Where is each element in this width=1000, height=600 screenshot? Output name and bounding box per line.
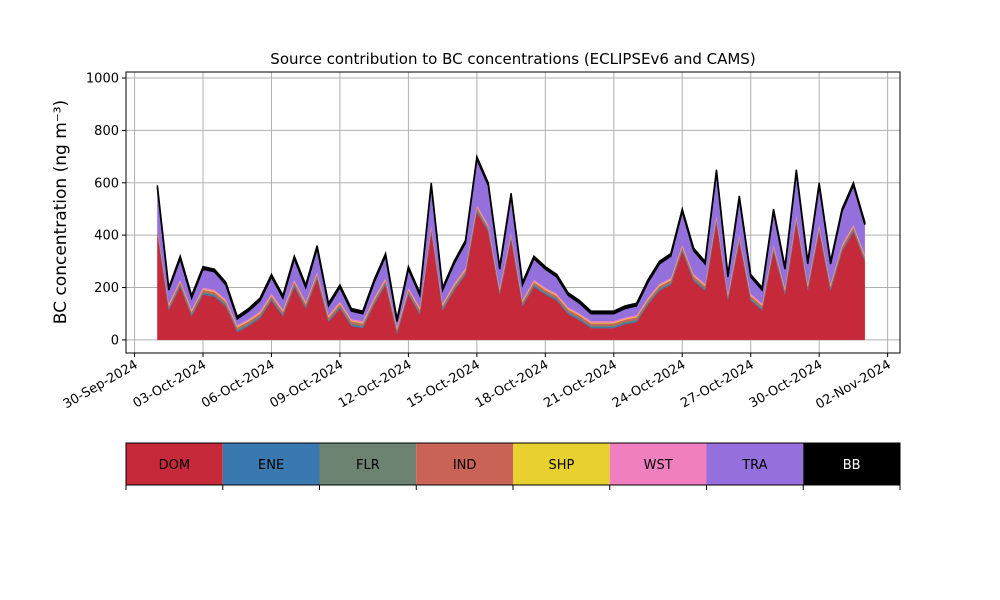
legend-label: IND (453, 458, 477, 473)
legend-label: TRA (741, 458, 767, 473)
legend-label: WST (644, 458, 673, 473)
y-tick-label: 400 (94, 229, 119, 244)
x-tick-label: 15-Oct-2024 (404, 357, 482, 411)
legend-label: FLR (356, 458, 380, 473)
y-tick-label: 600 (94, 176, 119, 191)
x-tick-label: 03-Oct-2024 (131, 357, 209, 411)
legend-swatch (803, 443, 900, 485)
legend-label: DOM (159, 458, 190, 473)
x-tick-label: 18-Oct-2024 (473, 357, 551, 411)
y-tick-label: 0 (111, 333, 119, 348)
legend-swatch (222, 443, 320, 485)
legend-swatch (319, 443, 417, 485)
legend-label: ENE (258, 458, 284, 473)
x-tick-label: 02-Nov-2024 (813, 357, 893, 412)
x-tick-label: 12-Oct-2024 (336, 357, 414, 411)
x-tick-label: 27-Oct-2024 (678, 357, 756, 411)
area (156, 153, 866, 322)
legend-swatch (513, 443, 610, 485)
legend-swatch (126, 443, 223, 485)
legend-swatch (609, 443, 707, 485)
x-tick-label: 30-Oct-2024 (747, 357, 825, 411)
x-tick-label: 09-Oct-2024 (268, 357, 346, 411)
legend-label: SHP (548, 458, 574, 473)
x-tick-label: 24-Oct-2024 (610, 357, 688, 411)
x-tick-label: 30-Sep-2024 (61, 357, 141, 412)
y-tick-label: 1000 (86, 72, 119, 87)
y-axis-label: BC concentration (ng m⁻³) (51, 100, 71, 324)
legend-swatch (416, 443, 513, 485)
legend-swatch (706, 443, 804, 485)
x-tick-label: 06-Oct-2024 (199, 357, 277, 411)
y-tick-label: 800 (94, 124, 119, 139)
legend-frame (125, 442, 901, 486)
plot-frame (125, 71, 901, 354)
y-tick-label: 200 (94, 281, 119, 296)
chart-title: Source contribution to BC concentrations… (270, 50, 755, 68)
legend-label: BB (843, 458, 861, 473)
x-tick-label: 21-Oct-2024 (541, 357, 619, 411)
